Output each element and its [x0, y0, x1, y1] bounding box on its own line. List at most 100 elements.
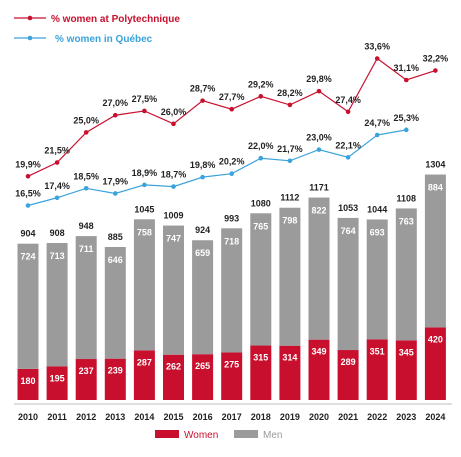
bar-men-2022 — [366, 219, 388, 340]
total-value-label: 908 — [50, 228, 65, 238]
women-value-label: 289 — [341, 357, 356, 367]
quebec-point — [83, 186, 89, 191]
men-value-label: 758 — [137, 227, 152, 237]
total-value-label: 1171 — [309, 183, 329, 193]
poly-point — [374, 56, 380, 61]
bottom-legend: Women Men — [155, 430, 282, 441]
quebec-point — [316, 147, 322, 152]
poly-point — [113, 112, 118, 118]
men-value-label: 718 — [224, 236, 239, 246]
bar-men-2021 — [337, 217, 359, 351]
quebec-point-label: 24,7% — [364, 118, 390, 128]
men-value-label: 763 — [399, 216, 414, 226]
quebec-point — [229, 171, 234, 176]
x-tick-label: 2015 — [163, 412, 183, 422]
total-value-label: 885 — [108, 232, 123, 242]
poly-point-label: 27,4% — [335, 95, 361, 105]
quebec-point — [258, 155, 264, 161]
legend-men-label: Men — [263, 430, 282, 441]
poly-point-label: 31,1% — [394, 63, 420, 73]
quebec-point — [113, 191, 118, 196]
poly-point — [433, 68, 438, 73]
men-value-label: 693 — [370, 227, 385, 237]
total-value-label: 1053 — [338, 203, 358, 213]
quebec-point — [404, 127, 409, 133]
bars-layer: 180 724 904 195 713 908 237 711 948 239 646 885 287 7… — [17, 160, 446, 400]
bar-men-2010 — [17, 243, 39, 369]
poly-point — [171, 121, 176, 127]
x-tick-label: 2010 — [18, 412, 38, 422]
total-value-label: 1304 — [425, 160, 445, 170]
x-tick-label: 2016 — [193, 412, 213, 422]
bar-men-2019 — [279, 207, 301, 346]
poly-point — [287, 102, 293, 108]
quebec-point-label: 23,0% — [306, 133, 332, 143]
top-legend: % women at Polytechnique % women in Québ… — [14, 14, 180, 45]
bar-women-2021 — [337, 350, 359, 400]
quebec-line — [27, 129, 407, 207]
x-tick-label: 2022 — [367, 412, 387, 422]
quebec-point — [287, 158, 293, 164]
bar-men-2020 — [308, 197, 330, 340]
quebec-point — [171, 184, 176, 189]
quebec-point-label: 18,7% — [161, 170, 187, 180]
poly-point-label: 33,6% — [364, 42, 390, 52]
bar-men-2016 — [192, 240, 214, 355]
bar-men-2012 — [75, 236, 97, 360]
poly-point-label: 21,5% — [44, 146, 70, 156]
poly-point-label: 28,2% — [277, 88, 303, 98]
total-value-label: 993 — [224, 213, 239, 223]
poly-point-label: 32,2% — [423, 54, 449, 64]
poly-point — [316, 88, 322, 94]
poly-point — [229, 106, 234, 112]
poly-point — [142, 108, 147, 114]
bar-men-2013 — [104, 246, 126, 359]
x-tick-label: 2021 — [338, 412, 358, 422]
poly-point — [83, 130, 89, 135]
total-value-label: 924 — [195, 225, 210, 235]
x-tick-label: 2012 — [76, 412, 96, 422]
bar-men-2015 — [163, 225, 184, 355]
men-value-label: 765 — [253, 221, 268, 231]
x-tick-label: 2023 — [396, 412, 416, 422]
men-value-label: 711 — [79, 244, 94, 254]
bar-men-2017 — [221, 228, 243, 353]
poly-point-label: 29,8% — [306, 74, 332, 84]
bar-women-2014 — [133, 350, 155, 400]
poly-point — [54, 160, 60, 165]
bar-women-2018 — [250, 345, 272, 400]
bar-women-2012 — [75, 359, 97, 400]
poly-point-label: 27,5% — [132, 94, 158, 104]
bar-women-2010 — [17, 368, 39, 400]
legend-women-label: Women — [184, 430, 218, 441]
quebec-point-label: 22,0% — [248, 141, 274, 151]
x-tick-label: 2024 — [425, 412, 445, 422]
quebec-point-label: 19,8% — [190, 160, 216, 170]
bar-men-2024 — [424, 174, 446, 328]
quebec-point-label: 16,5% — [15, 189, 41, 199]
quebec-point-label: 25,3% — [394, 113, 420, 123]
total-value-label: 1080 — [251, 198, 271, 208]
poly-point-label: 25,0% — [73, 115, 99, 125]
quebec-point — [142, 182, 147, 188]
men-value-label: 747 — [166, 234, 181, 244]
bar-women-2022 — [366, 339, 388, 400]
bar-women-2011 — [46, 366, 68, 400]
quebec-point-label: 20,2% — [219, 157, 245, 167]
poly-point-label: 27,0% — [103, 98, 129, 108]
legend-quebec-label: % women in Québec — [55, 34, 153, 45]
bar-women-2015 — [163, 354, 184, 400]
women-value-label: 345 — [399, 347, 414, 357]
women-value-label: 349 — [311, 347, 326, 357]
women-value-label: 275 — [224, 359, 239, 369]
quebec-point-label: 18,9% — [132, 168, 158, 178]
legend-poly-label: % women at Polytechnique — [51, 14, 180, 25]
total-value-label: 1044 — [367, 204, 387, 214]
quebec-point — [54, 195, 60, 201]
women-value-label: 262 — [166, 362, 181, 372]
bar-women-2016 — [192, 354, 214, 400]
poly-point — [404, 77, 409, 83]
men-value-label: 646 — [108, 255, 123, 265]
poly-point — [345, 109, 351, 115]
total-value-label: 1108 — [397, 193, 417, 203]
